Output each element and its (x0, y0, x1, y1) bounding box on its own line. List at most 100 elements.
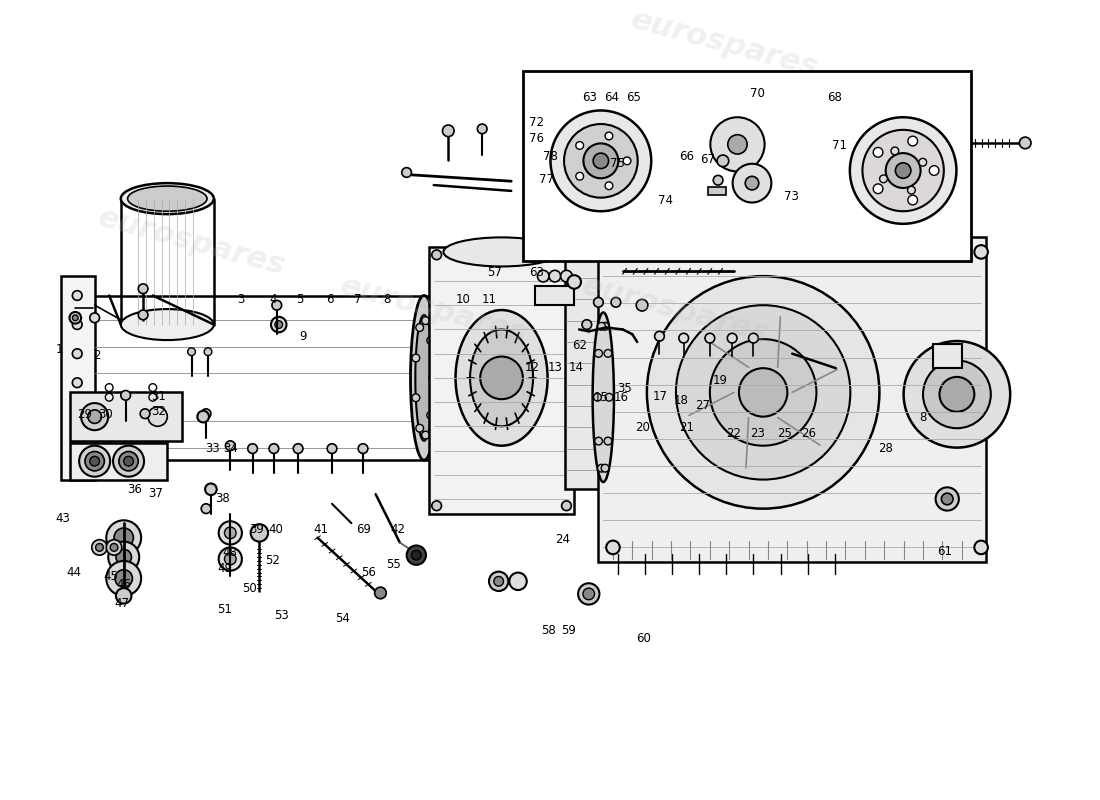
Circle shape (270, 444, 278, 454)
Circle shape (407, 546, 426, 565)
Circle shape (647, 276, 879, 509)
Circle shape (116, 550, 132, 565)
Circle shape (201, 504, 211, 514)
Circle shape (107, 520, 141, 555)
Text: 50: 50 (242, 582, 256, 595)
Text: 75: 75 (609, 158, 625, 170)
Text: 59: 59 (561, 624, 575, 637)
Circle shape (602, 464, 609, 472)
Circle shape (402, 168, 411, 178)
Circle shape (930, 166, 939, 175)
Text: 41: 41 (314, 523, 329, 536)
Circle shape (248, 444, 257, 454)
Circle shape (375, 587, 386, 598)
Circle shape (575, 172, 584, 180)
Text: 18: 18 (673, 394, 689, 406)
Text: 22: 22 (726, 427, 740, 440)
Circle shape (421, 317, 429, 325)
Circle shape (205, 348, 212, 355)
Circle shape (739, 368, 788, 417)
Circle shape (427, 337, 434, 344)
Circle shape (886, 153, 921, 188)
Circle shape (85, 451, 104, 471)
Circle shape (108, 542, 140, 573)
Text: 38: 38 (216, 492, 230, 505)
Text: 63: 63 (582, 91, 597, 104)
Circle shape (272, 300, 282, 310)
Text: 5: 5 (296, 293, 304, 306)
Ellipse shape (410, 295, 438, 460)
Text: 73: 73 (784, 190, 800, 203)
Ellipse shape (443, 238, 560, 266)
Circle shape (603, 263, 613, 274)
Circle shape (509, 573, 527, 590)
Circle shape (705, 334, 715, 343)
Circle shape (908, 136, 917, 146)
Circle shape (603, 470, 613, 479)
Text: 28: 28 (878, 442, 893, 455)
Text: eurospares: eurospares (627, 5, 822, 82)
Circle shape (73, 460, 82, 470)
Text: 40: 40 (268, 523, 284, 536)
Bar (524, 70, 971, 261)
Circle shape (654, 331, 664, 341)
Text: 43: 43 (55, 512, 70, 526)
Circle shape (582, 320, 592, 330)
Text: 77: 77 (539, 173, 554, 186)
Circle shape (205, 483, 217, 495)
Text: 29: 29 (77, 407, 91, 421)
Text: 3: 3 (238, 293, 244, 306)
Circle shape (201, 409, 211, 418)
Text: 10: 10 (455, 293, 470, 306)
Circle shape (603, 441, 613, 450)
Circle shape (81, 403, 108, 430)
Text: 8: 8 (920, 410, 926, 424)
Circle shape (942, 493, 953, 505)
Circle shape (579, 583, 600, 605)
Text: 35: 35 (617, 382, 632, 395)
Circle shape (79, 446, 110, 477)
Circle shape (88, 410, 101, 423)
Text: 21: 21 (679, 421, 694, 434)
Circle shape (717, 155, 728, 166)
Polygon shape (429, 247, 574, 514)
Text: 64: 64 (604, 91, 619, 104)
Text: 12: 12 (525, 361, 539, 374)
Text: 67: 67 (701, 154, 715, 166)
Circle shape (110, 543, 118, 551)
Text: 20: 20 (636, 421, 650, 434)
Circle shape (224, 554, 236, 565)
Text: 66: 66 (679, 150, 694, 162)
Text: 52: 52 (265, 554, 280, 567)
Circle shape (713, 175, 723, 185)
Circle shape (603, 320, 613, 330)
Circle shape (605, 132, 613, 140)
Text: 47: 47 (114, 597, 129, 610)
Circle shape (623, 157, 631, 165)
Circle shape (73, 320, 82, 330)
Circle shape (606, 541, 619, 554)
Polygon shape (60, 276, 95, 479)
Circle shape (728, 134, 747, 154)
Text: 26: 26 (802, 427, 816, 440)
Circle shape (294, 444, 302, 454)
Text: 46: 46 (117, 578, 131, 591)
Text: 57: 57 (487, 266, 502, 278)
Circle shape (711, 118, 764, 171)
Circle shape (975, 245, 988, 258)
Circle shape (107, 540, 122, 555)
Circle shape (636, 299, 648, 311)
Circle shape (549, 270, 561, 282)
Text: 9: 9 (299, 330, 307, 343)
Circle shape (119, 451, 139, 471)
Circle shape (73, 315, 78, 321)
Text: 71: 71 (833, 139, 847, 153)
Text: 61: 61 (937, 545, 952, 558)
Text: 13: 13 (548, 361, 563, 374)
Circle shape (594, 394, 602, 401)
Bar (708, 187, 726, 194)
Text: 33: 33 (205, 442, 220, 455)
Circle shape (561, 270, 572, 282)
Text: 6: 6 (326, 293, 333, 306)
Circle shape (219, 522, 242, 545)
